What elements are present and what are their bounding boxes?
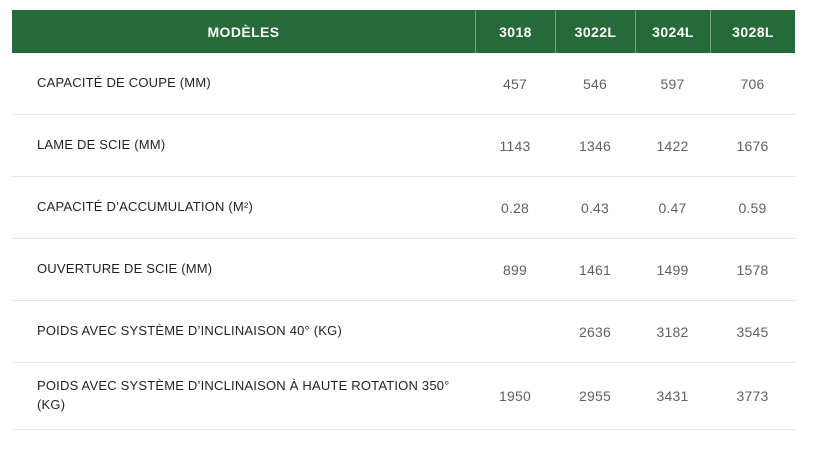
table-row-saw-blade: LAME DE SCIE (MM) 1143 1346 1422 1676	[12, 115, 795, 177]
cell-value: 0.47	[658, 199, 687, 216]
cell-value: 1578	[736, 261, 769, 278]
cell-value: 706	[740, 75, 765, 92]
cell-value: 0.43	[580, 199, 610, 216]
cell-value: 899	[503, 261, 527, 278]
table-row-cutting-capacity: CAPACITÉ DE COUPE (MM) 457 546 597 706	[12, 53, 795, 115]
cell-value: 2636	[579, 323, 611, 340]
cell-value: 0.59	[738, 199, 767, 216]
header-model-3022l: 3022L	[555, 10, 635, 53]
cell-value: 546	[583, 75, 607, 92]
cell-value: 1676	[736, 137, 769, 154]
cell-value: 1346	[579, 137, 611, 154]
header-model-3028l: 3028L	[710, 10, 795, 53]
row-label: OUVERTURE DE SCIE (MM)	[37, 261, 213, 277]
cell-value: 1499	[656, 261, 689, 278]
cell-value: 597	[660, 75, 685, 92]
cell-value: 3773	[736, 388, 769, 404]
cell-value: 1950	[499, 388, 531, 404]
row-label: CAPACITÉ DE COUPE (MM)	[37, 75, 211, 91]
cell-value: 2955	[579, 388, 611, 404]
cell-value: 3545	[736, 323, 769, 340]
table-row-weight-high-rotation-350: POIDS AVEC SYSTÈME D’INCLINAISON À HAUTE…	[12, 363, 795, 430]
cell-value: 3431	[656, 388, 689, 404]
table-row-accumulation-capacity: CAPACITÉ D’ACCUMULATION (M²) 0.28 0.43 0…	[12, 177, 795, 239]
row-label: POIDS AVEC SYSTÈME D’INCLINAISON 40° (KG…	[37, 323, 343, 339]
table-row-weight-tilt-40: POIDS AVEC SYSTÈME D’INCLINAISON 40° (KG…	[12, 301, 795, 363]
table-row-saw-opening: OUVERTURE DE SCIE (MM) 899 1461 1499 157…	[12, 239, 795, 301]
header-model-3018: 3018	[475, 10, 555, 53]
header-model-3024l: 3024L	[635, 10, 710, 53]
header-models-label: MODÈLES	[207, 23, 280, 40]
cell-value: 1143	[499, 137, 531, 154]
row-label: POIDS AVEC SYSTÈME D’INCLINAISON À HAUTE…	[37, 378, 450, 412]
cell-value: 457	[503, 75, 527, 92]
row-label: LAME DE SCIE (MM)	[37, 137, 166, 153]
table-header-row: MODÈLES 3018 3022L 3024L 3028L	[12, 10, 795, 53]
cell-value: 3182	[656, 323, 689, 340]
cell-value: 1422	[656, 137, 689, 154]
row-label: CAPACITÉ D’ACCUMULATION (M²)	[37, 199, 254, 215]
specs-table: MODÈLES 3018 3022L 3024L 3028L CAPACITÉ …	[12, 10, 795, 430]
cell-value: 1461	[579, 261, 611, 278]
cell-value: 0.28	[500, 199, 530, 216]
